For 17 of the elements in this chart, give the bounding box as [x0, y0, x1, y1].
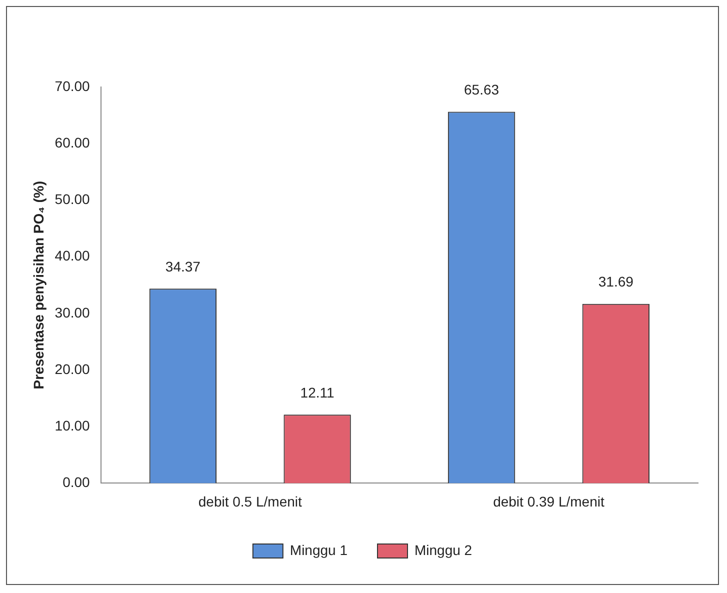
y-tick-label: 10.00	[54, 417, 90, 434]
data-label: 65.63	[464, 82, 500, 98]
y-tick-label: 60.00	[54, 134, 90, 150]
legend-label: Minggu 2	[414, 542, 472, 558]
x-tick-label: debit 0.5 L/menit	[198, 493, 302, 510]
y-axis-title: Presentase penyisihan PO₄ (%)	[30, 181, 46, 390]
y-tick-label: 40.00	[54, 248, 90, 264]
legend-label: Minggu 1	[290, 542, 348, 558]
data-label: 12.11	[300, 384, 335, 401]
y-tick-label: 50.00	[54, 191, 90, 208]
data-label: 34.37	[165, 258, 201, 275]
y-tick-label: 20.00	[54, 360, 90, 377]
y-tick-label: 30.00	[54, 304, 90, 320]
y-tick-label: 70.00	[54, 78, 90, 94]
y-tick-label: 0.00	[62, 474, 90, 490]
data-label: 31.69	[598, 274, 634, 290]
x-tick-label: debit 0.39 L/menit	[493, 493, 604, 510]
